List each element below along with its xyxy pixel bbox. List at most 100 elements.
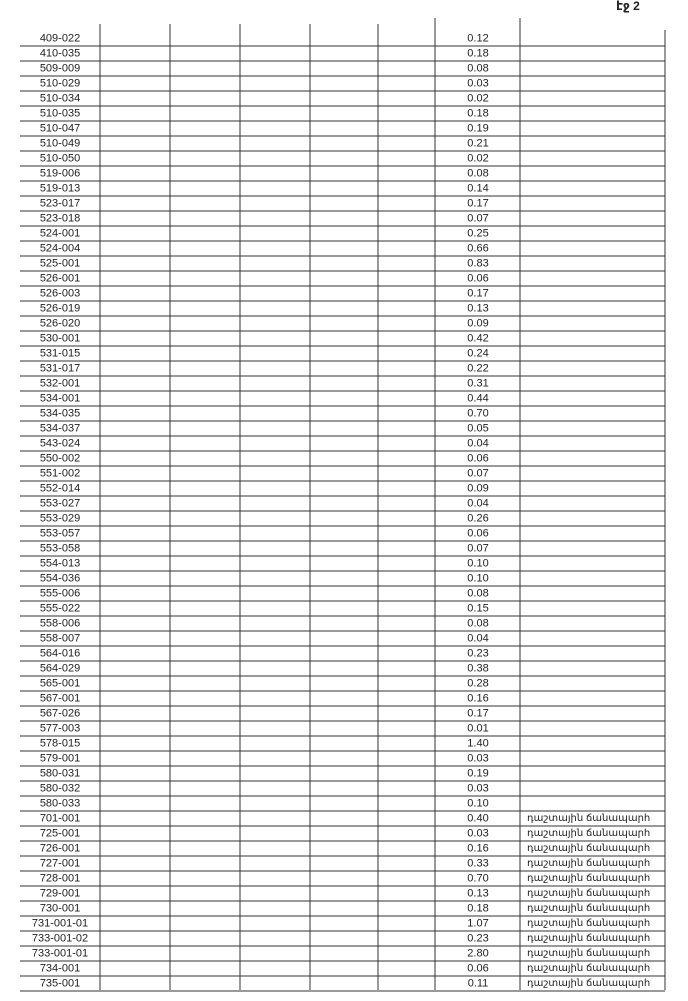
area-value: 0.06 [467, 452, 488, 464]
area-value: 0.17 [467, 287, 488, 299]
area-value: 0.13 [467, 302, 488, 314]
parcel-code: 565-001 [40, 677, 80, 689]
parcel-code: 729-001 [40, 887, 80, 899]
parcel-code: 733-001-01 [32, 947, 88, 959]
area-value: 0.12 [467, 32, 488, 44]
parcel-code: 543-024 [40, 437, 80, 449]
land-note: դաշտային ճանապարհ [527, 903, 650, 914]
area-value: 0.10 [467, 572, 488, 584]
parcel-code: 701-001 [40, 812, 80, 824]
area-value: 0.26 [467, 512, 488, 524]
parcel-code: 558-007 [40, 632, 80, 644]
area-value: 0.14 [467, 182, 488, 194]
parcel-code: 553-029 [40, 512, 80, 524]
area-value: 0.83 [467, 257, 488, 269]
parcel-code: 554-036 [40, 572, 80, 584]
area-value: 0.22 [467, 362, 488, 374]
parcel-code: 409-022 [40, 32, 80, 44]
area-value: 0.24 [467, 347, 488, 359]
parcel-code: 534-035 [40, 407, 80, 419]
parcel-code: 531-015 [40, 347, 80, 359]
parcel-code: 531-017 [40, 362, 80, 374]
parcel-code: 567-026 [40, 707, 80, 719]
parcel-code: 525-001 [40, 257, 80, 269]
land-note: դաշտային ճանապարհ [527, 873, 650, 884]
area-value: 1.40 [467, 737, 488, 749]
parcel-code: 733-001-02 [32, 932, 88, 944]
land-note: դաշտային ճանապարհ [527, 963, 650, 974]
area-value: 0.15 [467, 602, 488, 614]
area-value: 0.09 [467, 317, 488, 329]
parcel-code: 567-001 [40, 692, 80, 704]
area-value: 0.38 [467, 662, 488, 674]
parcel-code: 553-058 [40, 542, 80, 554]
parcel-code: 580-032 [40, 782, 80, 794]
parcel-code: 564-029 [40, 662, 80, 674]
area-value: 0.18 [467, 107, 488, 119]
area-value: 0.04 [467, 632, 488, 644]
parcel-code: 555-006 [40, 587, 80, 599]
area-value: 0.03 [467, 752, 488, 764]
parcel-code: 510-047 [40, 122, 80, 134]
parcel-code: 509-009 [40, 62, 80, 74]
area-value: 0.23 [467, 932, 488, 944]
parcel-code: 526-019 [40, 302, 80, 314]
area-value: 0.28 [467, 677, 488, 689]
parcel-code: 577-003 [40, 722, 80, 734]
column-lines [99, 18, 666, 990]
area-value: 0.04 [467, 497, 488, 509]
area-value: 0.02 [467, 152, 488, 164]
parcel-code: 524-004 [40, 242, 80, 254]
area-value: 0.13 [467, 887, 488, 899]
parcel-code: 510-050 [40, 152, 80, 164]
area-value: 0.44 [467, 392, 488, 404]
area-value: 0.03 [467, 77, 488, 89]
area-value: 0.08 [467, 62, 488, 74]
area-value: 0.08 [467, 587, 488, 599]
parcel-code: 523-018 [40, 212, 80, 224]
area-value: 0.10 [467, 557, 488, 569]
area-value: 0.21 [467, 137, 488, 149]
area-value: 0.25 [467, 227, 488, 239]
land-note: դաշտային ճանապարհ [527, 918, 650, 929]
area-value: 0.04 [467, 437, 488, 449]
parcel-code: 550-002 [40, 452, 80, 464]
area-value: 0.05 [467, 422, 488, 434]
land-note: դաշտային ճանապարհ [527, 933, 650, 944]
area-value: 0.03 [467, 827, 488, 839]
parcel-code: 579-001 [40, 752, 80, 764]
parcel-code: 580-033 [40, 797, 80, 809]
parcel-code: 558-006 [40, 617, 80, 629]
parcel-code: 410-035 [40, 47, 80, 59]
parcel-code: 578-015 [40, 737, 80, 749]
area-value: 0.06 [467, 272, 488, 284]
area-value: 0.02 [467, 92, 488, 104]
parcel-code: 551-002 [40, 467, 80, 479]
land-note: դաշտային ճանապարհ [527, 843, 650, 854]
parcel-code: 553-057 [40, 527, 80, 539]
land-note: դաշտային ճանապարհ [527, 858, 650, 869]
area-value: 0.18 [467, 47, 488, 59]
area-value: 0.16 [467, 842, 488, 854]
area-value: 1.07 [467, 917, 488, 929]
area-value: 0.11 [468, 977, 489, 989]
area-value: 0.01 [467, 722, 488, 734]
land-note: դաշտային ճանապարհ [527, 813, 650, 824]
parcel-code: 510-035 [40, 107, 80, 119]
parcel-code: 554-013 [40, 557, 80, 569]
parcel-code: 532-001 [40, 377, 80, 389]
area-value: 0.70 [467, 407, 488, 419]
area-value: 0.06 [467, 962, 488, 974]
parcel-code: 555-022 [40, 602, 80, 614]
parcel-code: 526-003 [40, 287, 80, 299]
parcel-code: 510-049 [40, 137, 80, 149]
area-value: 0.09 [467, 482, 488, 494]
parcel-code: 510-034 [40, 92, 80, 104]
parcel-code: 519-013 [40, 182, 80, 194]
parcel-code: 510-029 [40, 77, 80, 89]
area-value: 0.07 [467, 542, 488, 554]
parcel-code: 728-001 [40, 872, 80, 884]
parcel-code: 534-037 [40, 422, 80, 434]
area-value: 0.06 [467, 527, 488, 539]
area-value: 0.08 [467, 617, 488, 629]
